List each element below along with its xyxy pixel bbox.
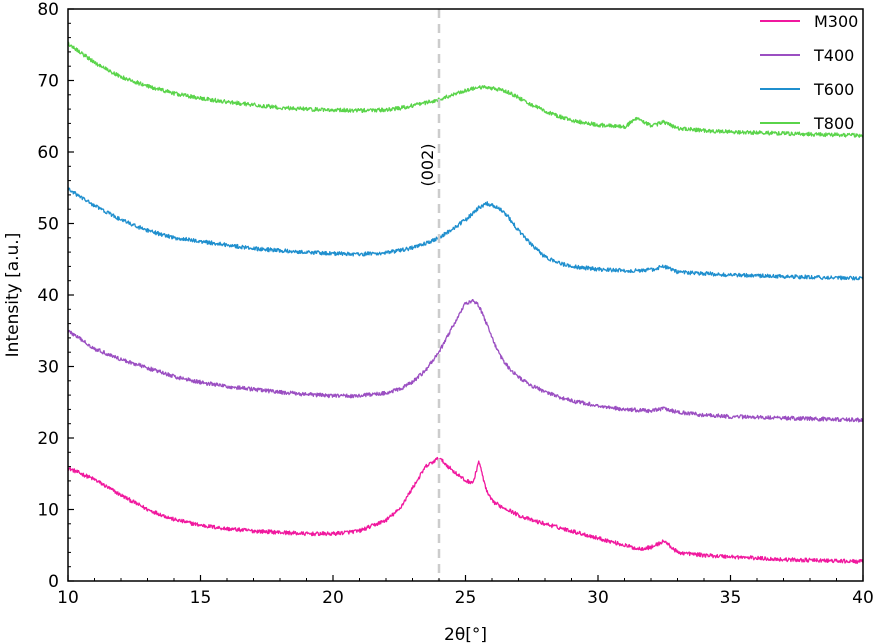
y-tick-label: 30 xyxy=(37,358,59,378)
x-tick-label: 30 xyxy=(587,588,609,608)
y-tick-label: 40 xyxy=(37,286,59,306)
y-tick-label: 10 xyxy=(37,501,59,521)
series-layer xyxy=(67,41,864,565)
series-line-m300 xyxy=(67,456,864,565)
x-tick-label: 40 xyxy=(852,588,874,608)
legend-label-m300: M300 xyxy=(814,12,858,31)
y-tick-label: 80 xyxy=(37,0,59,20)
y-tick-label: 50 xyxy=(37,215,59,235)
x-tick-label: 15 xyxy=(190,588,212,608)
legend: M300 T400 T600 T800 xyxy=(760,12,858,133)
y-tick-label: 60 xyxy=(37,143,59,163)
y-tick-label: 20 xyxy=(37,429,59,449)
x-tick-label: 25 xyxy=(455,588,477,608)
reference-line-label: (002) xyxy=(418,143,437,186)
x-axis-label: 2θ[°] xyxy=(444,625,487,643)
x-tick-label: 35 xyxy=(720,588,742,608)
legend-label-t600: T600 xyxy=(813,80,854,99)
annotation-layer: (002) xyxy=(418,9,441,581)
y-tick-label: 0 xyxy=(48,572,59,592)
x-tick-label: 10 xyxy=(57,588,79,608)
x-tick-label: 20 xyxy=(322,588,344,608)
series-line-t600 xyxy=(67,187,864,281)
series-line-t400 xyxy=(67,298,864,423)
legend-label-t400: T400 xyxy=(813,46,854,65)
legend-label-t800: T800 xyxy=(813,114,854,133)
series-line-t800 xyxy=(67,41,864,138)
y-axis-label: Intensity [a.u.] xyxy=(3,233,23,358)
y-tick-label: 70 xyxy=(37,72,59,92)
